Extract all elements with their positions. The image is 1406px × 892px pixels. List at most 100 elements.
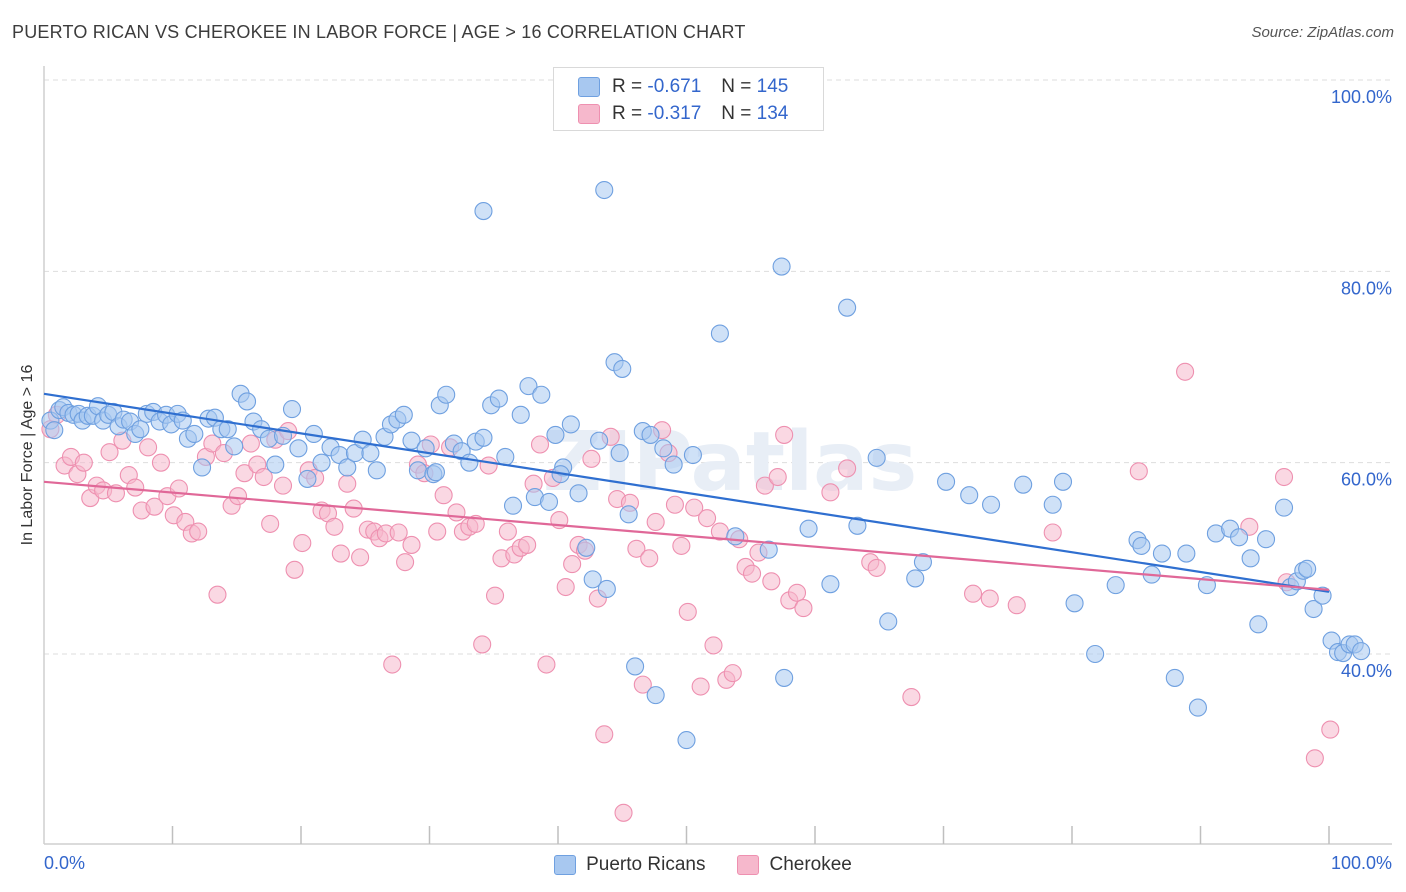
legend-r-value: -0.317 [647, 103, 702, 124]
cherokee-point [273, 476, 293, 495]
puerto-rican-point [1249, 615, 1268, 634]
cherokee-point [1043, 523, 1062, 542]
puerto-rican-point [1177, 544, 1196, 563]
puerto-rican-point [1304, 599, 1323, 619]
puerto-rican-point [759, 540, 778, 559]
puerto-rican-point [546, 425, 565, 444]
legend-n-label: N = [721, 76, 752, 97]
cherokee-point [254, 467, 273, 487]
puerto-rican-point [1065, 594, 1084, 613]
puerto-rican-point [1132, 536, 1151, 555]
cherokee-point [151, 453, 170, 472]
puerto-rican-point [193, 458, 212, 477]
puerto-rican-point [577, 538, 596, 557]
puerto-rican-point [218, 420, 237, 439]
cherokee-point [685, 498, 704, 517]
puerto-rican-point [597, 579, 616, 598]
puerto-rican-point [610, 444, 629, 463]
legend-n-value: 134 [756, 103, 789, 124]
puerto-rican-point [867, 448, 886, 467]
cherokee-point [434, 486, 453, 505]
puerto-rican-point [511, 405, 530, 424]
puerto-rican-point [821, 575, 840, 594]
cherokee-point [402, 535, 421, 554]
legend-swatch-blue [554, 855, 577, 875]
legend-r-label: R = [612, 76, 643, 97]
cherokee-point [74, 453, 93, 472]
puerto-rican-point [503, 496, 523, 515]
legend-r-value: -0.671 [647, 76, 702, 97]
cherokee-point [389, 523, 408, 542]
series-legend: Puerto Ricans Cherokee [0, 852, 1406, 878]
cherokee-point [1274, 467, 1294, 487]
legend-item-cherokee: Cherokee [737, 854, 852, 876]
source-credit: Source: ZipAtlas.com [1251, 24, 1394, 41]
puerto-rican-point [298, 469, 317, 488]
cherokee-point [261, 514, 280, 533]
cherokee-point [838, 459, 857, 478]
legend-label-puerto-ricans: Puerto Ricans [586, 854, 706, 875]
puerto-rican-point [913, 553, 932, 572]
cherokee-point [428, 522, 447, 541]
puerto-rican-point [1053, 472, 1073, 491]
puerto-rican-point [613, 359, 632, 378]
chart-title: PUERTO RICAN VS CHEROKEE IN LABOR FORCE … [12, 22, 746, 42]
cherokee-point [293, 533, 312, 553]
cherokee-point [285, 560, 304, 579]
puerto-rican-point [532, 385, 551, 404]
puerto-rican-point [45, 421, 64, 440]
cherokee-point [821, 483, 840, 502]
cherokee-point [794, 599, 813, 618]
cherokee-point [331, 544, 350, 563]
puerto-rican-point [1152, 544, 1171, 563]
cherokee-point [1007, 596, 1026, 615]
cherokee-trend-line [43, 480, 1330, 591]
legend-swatch-pink [737, 855, 760, 875]
y-tick-label: 40.0% [1341, 661, 1392, 681]
cherokee-point [563, 555, 582, 574]
puerto-rican-point [460, 453, 479, 472]
cherokee-point [698, 509, 717, 528]
cherokee-point [235, 464, 254, 483]
puerto-rican-point [595, 180, 614, 200]
puerto-rican-point [906, 569, 925, 588]
puerto-rican-point [312, 453, 331, 472]
puerto-rican-point [408, 461, 427, 480]
puerto-rican-point [981, 495, 1001, 514]
puerto-rican-point [1165, 668, 1184, 687]
cherokee-point [351, 548, 370, 567]
puerto-rican-point [1230, 528, 1249, 547]
cherokee-point [485, 586, 505, 605]
puerto-rican-point [185, 424, 204, 444]
puerto-rican-point [664, 455, 683, 474]
cherokee-point [646, 512, 665, 532]
puerto-rican-point [474, 202, 493, 221]
cherokee-point [228, 487, 248, 506]
cherokee-point [867, 558, 886, 577]
puerto-rican-point [641, 425, 660, 444]
puerto-rican-point [799, 519, 818, 538]
puerto-rican-point [474, 428, 493, 447]
cherokee-point [473, 635, 492, 654]
legend-row-cherokee: R = -0.317 N = 134 [578, 102, 788, 126]
legend-n-label: N = [721, 103, 752, 124]
puerto-rican-point [726, 527, 745, 546]
puerto-rican-point [1298, 559, 1317, 578]
cherokee-point [479, 456, 498, 475]
puerto-rican-point [519, 377, 538, 396]
cherokee-point [614, 803, 633, 822]
cherokee-point [595, 725, 614, 744]
puerto-rican-point [1043, 495, 1062, 514]
puerto-rican-point [772, 257, 791, 276]
cherokee-point [678, 602, 697, 621]
cherokee-point [980, 589, 999, 608]
puerto-rican-point [282, 400, 302, 419]
cherokee-point [208, 585, 227, 604]
cherokee-point [742, 564, 762, 583]
y-tick-label: 60.0% [1341, 470, 1392, 490]
cherokee-point [755, 476, 774, 495]
puerto-rican-point [361, 444, 380, 463]
x-tick-label: 0.0% [44, 853, 85, 873]
cherokee-point [498, 522, 517, 541]
